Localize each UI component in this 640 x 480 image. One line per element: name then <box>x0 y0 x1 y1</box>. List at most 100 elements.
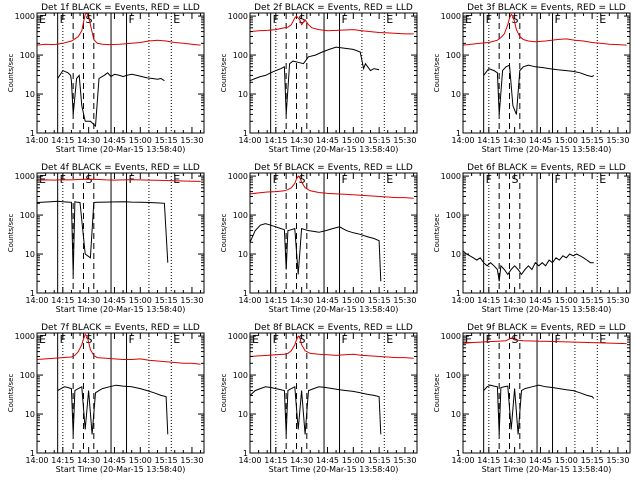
x-axis-label: Start Time (20-Mar-15 13:58:40) <box>482 465 612 474</box>
events-series-line <box>57 384 169 435</box>
y-tick-label: 10 <box>451 250 461 259</box>
detector-panel-9: Det 9f BLACK = Events, RED = LLDEFSFE110… <box>433 323 631 474</box>
y-tick-label: 10 <box>238 90 248 99</box>
event-marker-label: S <box>298 173 305 186</box>
event-marker-label: S <box>298 13 305 26</box>
series-group <box>463 250 594 282</box>
event-marker-label: E <box>465 333 472 346</box>
y-tick-label: 1000 <box>15 12 35 21</box>
x-tick-label: 14:45 <box>103 136 126 145</box>
y-tick-label: 1 <box>243 129 248 138</box>
plot-frame <box>462 12 631 134</box>
lld-series-line <box>250 175 414 199</box>
y-tick-label: 1 <box>243 449 248 458</box>
y-tick-label: 10 <box>451 90 461 99</box>
series-group <box>37 13 201 128</box>
x-tick-label: 14:30 <box>503 456 526 465</box>
x-tick-label: 15:15 <box>368 296 391 305</box>
event-marker-label: E <box>465 13 472 26</box>
event-marker-label: E <box>599 173 606 186</box>
series-group <box>37 333 201 435</box>
x-tick-label: 14:00 <box>238 136 261 145</box>
events-series-line <box>463 250 594 282</box>
x-tick-label: 14:45 <box>529 456 552 465</box>
x-tick-label: 14:00 <box>25 296 48 305</box>
y-axis-label: Counts/sec <box>433 54 441 93</box>
plot-frame <box>36 172 205 294</box>
event-marker-label: F <box>342 333 348 346</box>
y-tick-label: 1000 <box>441 12 461 21</box>
x-tick-label: 15:30 <box>180 296 203 305</box>
x-tick-label: 14:00 <box>25 136 48 145</box>
x-axis-label: Start Time (20-Mar-15 13:58:40) <box>482 305 612 314</box>
events-series-line <box>250 46 380 115</box>
x-tick-label: 15:15 <box>155 296 178 305</box>
x-tick-label: 15:30 <box>393 296 416 305</box>
x-tick-label: 14:15 <box>477 456 500 465</box>
y-tick-label: 1 <box>456 289 461 298</box>
lld-series-line <box>37 178 201 182</box>
y-tick-label: 1 <box>243 289 248 298</box>
plot-frame <box>36 12 205 134</box>
x-tick-label: 15:30 <box>180 136 203 145</box>
chart-title: Det 2f BLACK = Events, RED = LLD <box>254 3 413 13</box>
y-axis-label: Counts/sec <box>220 214 228 253</box>
y-axis-label: Counts/sec <box>7 214 15 253</box>
event-marker-label: S <box>298 333 305 346</box>
y-axis-label: Counts/sec <box>433 214 441 253</box>
x-tick-label: 15:00 <box>342 136 365 145</box>
event-marker-label: F <box>555 333 561 346</box>
x-tick-label: 15:00 <box>555 296 578 305</box>
x-tick-label: 14:30 <box>503 136 526 145</box>
x-tick-label: 15:30 <box>393 136 416 145</box>
lld-series-line <box>463 337 627 345</box>
x-axis-label: Start Time (20-Mar-15 13:58:40) <box>56 145 186 154</box>
x-tick-label: 14:15 <box>51 136 74 145</box>
y-tick-label: 100 <box>20 51 35 60</box>
event-marker-label: E <box>599 333 606 346</box>
events-series-line <box>37 200 169 275</box>
series-group <box>250 15 414 115</box>
x-tick-label: 15:00 <box>342 296 365 305</box>
y-axis-label: Counts/sec <box>7 54 15 93</box>
x-tick-label: 15:15 <box>155 456 178 465</box>
x-tick-label: 14:00 <box>238 456 261 465</box>
x-tick-label: 14:15 <box>477 136 500 145</box>
plot-frame <box>462 332 631 454</box>
y-tick-label: 1000 <box>228 172 248 181</box>
event-marker-label: E <box>386 13 393 26</box>
x-tick-label: 14:30 <box>77 136 100 145</box>
event-marker-label: E <box>386 333 393 346</box>
event-marker-label: F <box>342 173 348 186</box>
series-group <box>463 337 627 435</box>
chart-title: Det 1f BLACK = Events, RED = LLD <box>41 3 200 13</box>
events-series-line <box>57 69 165 128</box>
x-tick-label: 15:15 <box>368 136 391 145</box>
lld-series-line <box>250 15 414 35</box>
x-tick-label: 14:45 <box>316 136 339 145</box>
lld-series-line <box>37 333 201 365</box>
y-tick-label: 1 <box>30 449 35 458</box>
x-axis-label: Start Time (20-Mar-15 13:58:40) <box>269 305 399 314</box>
series-group <box>250 335 414 435</box>
y-tick-label: 100 <box>233 371 248 380</box>
detector-panel-3: Det 3f BLACK = Events, RED = LLDEFSFE110… <box>433 3 631 154</box>
x-tick-label: 15:00 <box>129 136 152 145</box>
x-axis-label: Start Time (20-Mar-15 13:58:40) <box>56 305 186 314</box>
detector-panel-7: Det 7f BLACK = Events, RED = LLDEFSFE110… <box>7 323 205 474</box>
event-marker-label: E <box>386 173 393 186</box>
x-tick-label: 14:30 <box>503 296 526 305</box>
plot-frame <box>249 172 418 294</box>
x-axis-label: Start Time (20-Mar-15 13:58:40) <box>482 145 612 154</box>
y-axis-label: Counts/sec <box>7 374 15 413</box>
x-tick-label: 15:30 <box>393 456 416 465</box>
lld-series-line <box>37 13 201 46</box>
x-tick-label: 15:30 <box>606 296 629 305</box>
x-tick-label: 15:00 <box>555 136 578 145</box>
x-tick-label: 14:45 <box>529 136 552 145</box>
detector-panel-6: Det 6f BLACK = Events, RED = LLDFSFE1101… <box>433 163 631 314</box>
x-tick-label: 14:30 <box>77 296 100 305</box>
x-tick-label: 14:30 <box>290 456 313 465</box>
y-tick-label: 1 <box>30 289 35 298</box>
